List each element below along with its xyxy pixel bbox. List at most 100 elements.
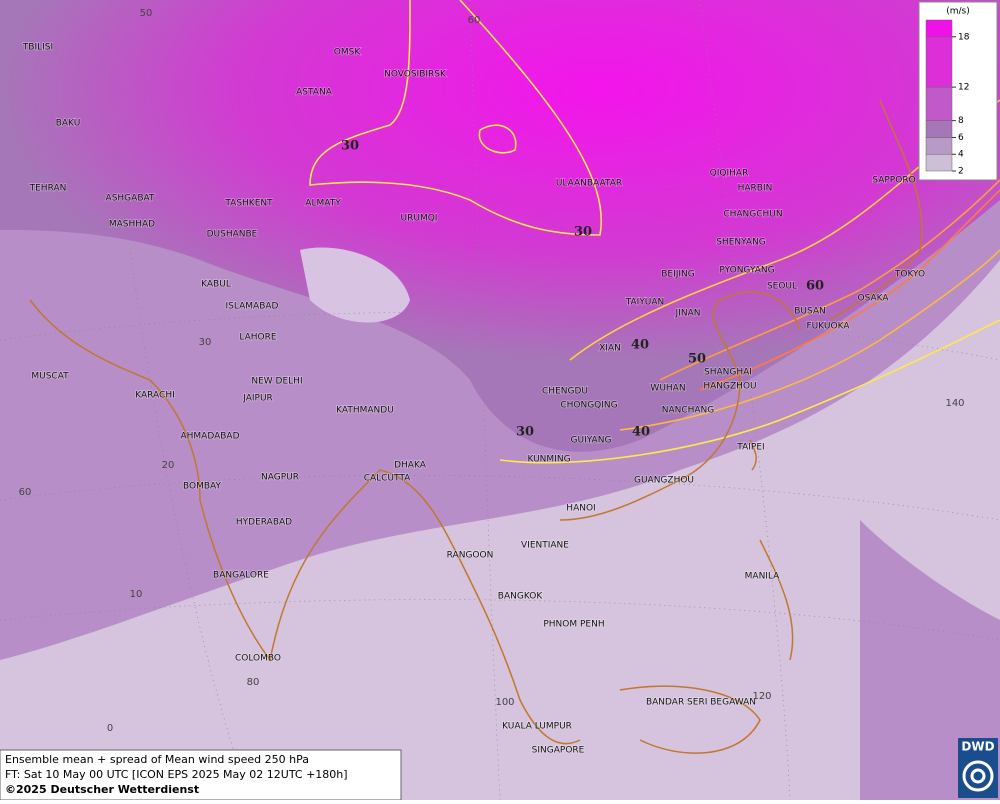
- graticule-label: 50: [140, 8, 153, 19]
- legend-band: [925, 19, 953, 38]
- legend-tick-label: 6: [958, 133, 964, 143]
- city-label: KABUL: [201, 280, 231, 290]
- city-label: OSAKA: [857, 294, 889, 304]
- city-label: BUSAN: [794, 307, 826, 317]
- legend: (m/s) 2 4 6 8 12 18: [918, 1, 998, 181]
- legend-band: [925, 153, 953, 172]
- shade-low: [300, 247, 410, 323]
- city-label: PYONGYANG: [719, 266, 774, 276]
- coastlines: [29, 99, 923, 754]
- city-label: TBILISI: [22, 43, 53, 53]
- graticule-label: 100: [495, 697, 514, 708]
- city-label: BANGALORE: [213, 571, 269, 581]
- logo-text: DWD: [961, 740, 994, 754]
- city-label: VIENTIANE: [521, 541, 569, 551]
- logo-swirl: [970, 768, 986, 784]
- contour-label: 40: [632, 425, 650, 440]
- city-label: DUSHANBE: [207, 230, 258, 240]
- city-label: LAHORE: [239, 333, 276, 343]
- city-label: NAGPUR: [261, 473, 299, 483]
- city-label: TAIPEI: [736, 443, 764, 453]
- city-label: COLOMBO: [235, 654, 281, 664]
- legend-tick-label: 12: [958, 83, 969, 93]
- graticule-label: 60: [19, 487, 32, 498]
- city-label: GUIYANG: [571, 436, 612, 446]
- city-label: MASHHAD: [109, 220, 155, 230]
- city-label: KATHMANDU: [336, 406, 394, 416]
- city-label: BANDAR SERI BEGAWAN: [646, 698, 756, 708]
- legend-band: [925, 120, 953, 138]
- city-label: TAIYUAN: [625, 298, 665, 308]
- city-label: CHONGQING: [560, 401, 617, 411]
- city-label: SEOUL: [767, 282, 797, 292]
- legend-tick-label: 2: [958, 167, 964, 177]
- footer-line: Ensemble mean + spread of Mean wind spee…: [5, 753, 309, 766]
- city-label: KUNMING: [527, 455, 570, 465]
- city-label: CHENGDU: [542, 387, 588, 397]
- city-label: HANOI: [566, 504, 595, 514]
- city-label: AHMADABAD: [180, 432, 239, 442]
- city-label: KARACHI: [135, 391, 175, 401]
- city-label: BANGKOK: [498, 592, 544, 602]
- logo-swirl: [962, 760, 994, 792]
- shade-mid: [860, 520, 1000, 800]
- city-label: TASHKENT: [224, 199, 273, 209]
- city-label: TOKYO: [894, 270, 925, 280]
- city-label: MUSCAT: [31, 372, 69, 382]
- graticule-label: 140: [945, 398, 964, 409]
- graticule-label: 80: [247, 677, 260, 688]
- city-label: ISLAMABAD: [226, 302, 279, 312]
- city-label: DHAKA: [394, 461, 427, 471]
- city-label: RANGOON: [447, 551, 494, 561]
- contour-label: 40: [631, 338, 649, 353]
- city-label: NOVOSIBIRSK: [384, 70, 447, 80]
- graticule-label: 120: [752, 691, 771, 702]
- legend-band: [925, 86, 953, 121]
- city-label: BEIJING: [661, 270, 695, 280]
- labels: TBILISI BAKU TEHRAN ASHGABAT MASHHAD TASHKENT…: [19, 8, 965, 756]
- legend-tick-label: 18: [958, 32, 970, 42]
- graticule-label: 30: [199, 337, 212, 348]
- city-label: QIQIHAR: [710, 169, 749, 179]
- city-label: SAPPORO: [872, 176, 915, 186]
- graticule-label: 20: [162, 460, 175, 471]
- city-label: WUHAN: [650, 384, 685, 394]
- contour-label: 30: [574, 225, 592, 240]
- contour-label: 60: [806, 279, 824, 294]
- city-label: URUMQI: [401, 214, 438, 224]
- legend-unit: (m/s): [946, 7, 970, 17]
- contour-label: 30: [341, 139, 359, 154]
- legend-tick-label: 4: [958, 150, 964, 160]
- city-label: JINAN: [675, 309, 701, 319]
- footer-box: [0, 749, 402, 801]
- city-label: CALCUTTA: [364, 474, 411, 484]
- city-label: NEW DELHI: [251, 377, 302, 387]
- city-label: BOMBAY: [183, 482, 221, 492]
- city-label: CHANGCHUN: [723, 210, 782, 220]
- city-label: PHNOM PENH: [543, 620, 604, 630]
- city-label: GUANGZHOU: [634, 476, 694, 486]
- city-label: TEHRAN: [29, 184, 67, 194]
- city-label: OMSK: [334, 48, 362, 58]
- city-label: BAKU: [56, 119, 81, 129]
- city-label: KUALA LUMPUR: [502, 722, 572, 732]
- contour-label: 30: [516, 425, 534, 440]
- city-label: ASHGABAT: [106, 194, 155, 204]
- legend-band: [925, 36, 953, 88]
- city-label: SINGAPORE: [532, 746, 585, 756]
- city-label: FUKUOKA: [807, 322, 851, 332]
- footer-line: FT: Sat 10 May 00 UTC [ICON EPS 2025 May…: [5, 768, 348, 781]
- city-label: ASTANA: [296, 88, 333, 98]
- city-label: JAIPUR: [242, 394, 273, 404]
- city-label: HANGZHOU: [703, 382, 756, 392]
- city-label: XIAN: [599, 344, 621, 354]
- logo-box: [958, 738, 998, 798]
- graticule-label: 0: [107, 723, 113, 734]
- legend-band: [925, 137, 953, 155]
- city-label: SHANGHAI: [704, 368, 752, 378]
- legend-tick-label: 8: [958, 116, 964, 126]
- city-label: HARBIN: [738, 184, 773, 194]
- city-label: NANCHANG: [662, 406, 715, 416]
